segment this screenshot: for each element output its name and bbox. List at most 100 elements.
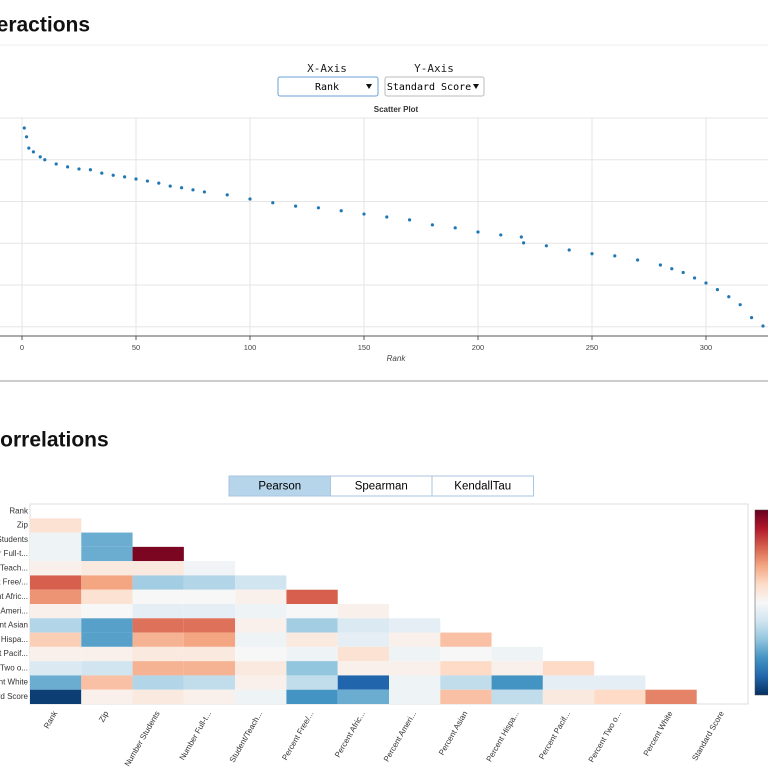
- point: [499, 233, 503, 237]
- x-axis-title: Rank: [387, 354, 407, 363]
- cell: [286, 675, 338, 690]
- select-value[interactable]: Rank: [315, 82, 339, 93]
- column-label: Percent Afric...: [333, 710, 367, 760]
- cell: [337, 604, 389, 619]
- point: [476, 230, 480, 234]
- point: [635, 258, 640, 262]
- column-label: Percent Ameri...: [382, 710, 418, 764]
- tab-label[interactable]: Pearson: [258, 481, 301, 493]
- dropdown-arrow: [473, 84, 479, 89]
- cell: [183, 661, 236, 676]
- y-axis-label: Y-Axis: [414, 62, 454, 75]
- cell: [183, 589, 236, 604]
- cell: [183, 675, 236, 690]
- point: [100, 171, 104, 175]
- point: [271, 201, 275, 205]
- point: [225, 193, 229, 197]
- cell: [132, 675, 184, 690]
- cell: [389, 632, 441, 647]
- point: [66, 165, 70, 169]
- point: [715, 288, 719, 292]
- cell: [81, 646, 133, 662]
- cell: [594, 689, 646, 704]
- cell: [183, 646, 236, 662]
- cell: [132, 618, 184, 633]
- point: [339, 209, 343, 213]
- point: [31, 150, 36, 154]
- select-value[interactable]: Standard Score: [387, 82, 471, 93]
- cell: [132, 589, 184, 604]
- cell: [440, 632, 492, 647]
- cell: [645, 689, 697, 704]
- tab-label[interactable]: Spearman: [355, 481, 408, 493]
- cell: [183, 604, 236, 619]
- cell: [30, 575, 82, 590]
- y-select[interactable]: Standard Score: [384, 76, 485, 97]
- cell: [491, 675, 543, 690]
- section-title: Correlations: [0, 429, 109, 452]
- point: [590, 252, 594, 256]
- cell: [389, 661, 441, 676]
- cell: [337, 632, 389, 647]
- cell: [542, 661, 595, 676]
- cell: [30, 561, 82, 576]
- x-select[interactable]: Rank: [277, 76, 379, 97]
- cell: [235, 675, 287, 690]
- cell: [235, 604, 287, 619]
- cell: [235, 646, 287, 662]
- cell: [440, 661, 492, 676]
- cell: [491, 661, 543, 676]
- cell: [389, 618, 441, 633]
- cell: [30, 546, 82, 562]
- cell: [132, 561, 184, 576]
- row-label: Percent White: [0, 678, 29, 687]
- point: [111, 173, 115, 177]
- cell: [81, 589, 133, 604]
- select-box[interactable]: [277, 76, 379, 97]
- tab-label[interactable]: KendallTau: [454, 481, 511, 493]
- cell: [30, 632, 82, 647]
- cell: [132, 575, 184, 590]
- cell: [30, 589, 82, 604]
- cell: [81, 661, 133, 676]
- column-label: Standard Score: [690, 709, 726, 762]
- point: [145, 179, 149, 183]
- column-label: Zip: [97, 709, 111, 724]
- cell: [286, 604, 338, 619]
- tab[interactable]: [431, 475, 534, 497]
- point: [544, 244, 548, 248]
- cell: [389, 675, 441, 690]
- column-label: Percent Asian: [437, 710, 469, 757]
- row-label: Percent Hispa...: [0, 635, 28, 644]
- column-label: Percent Hispa...: [485, 710, 521, 764]
- point: [316, 206, 320, 210]
- cell: [81, 618, 133, 633]
- cell: [81, 604, 133, 619]
- row-label: Percent Asian: [0, 621, 28, 630]
- row-label: Percent Afric...: [0, 592, 28, 601]
- cell: [132, 604, 184, 619]
- point: [24, 135, 29, 139]
- cell: [235, 661, 287, 676]
- point: [681, 270, 685, 275]
- point: [22, 126, 26, 130]
- row-label: Percent Free/...: [0, 578, 28, 587]
- cell: [81, 632, 133, 647]
- point: [77, 167, 81, 171]
- cell: [81, 561, 133, 576]
- row-label: Percent Ameri...: [0, 606, 28, 615]
- select-box[interactable]: [384, 76, 485, 97]
- point: [567, 248, 571, 252]
- point: [761, 324, 765, 328]
- cell: [183, 689, 236, 704]
- point: [248, 197, 252, 201]
- column-label: Number Full-t...: [178, 710, 213, 762]
- x-tick-label: 100: [244, 343, 257, 352]
- point: [521, 241, 526, 245]
- cell: [440, 646, 492, 662]
- cell: [132, 661, 184, 676]
- cell: [81, 546, 133, 562]
- cell: [337, 646, 389, 662]
- cell: [235, 618, 287, 633]
